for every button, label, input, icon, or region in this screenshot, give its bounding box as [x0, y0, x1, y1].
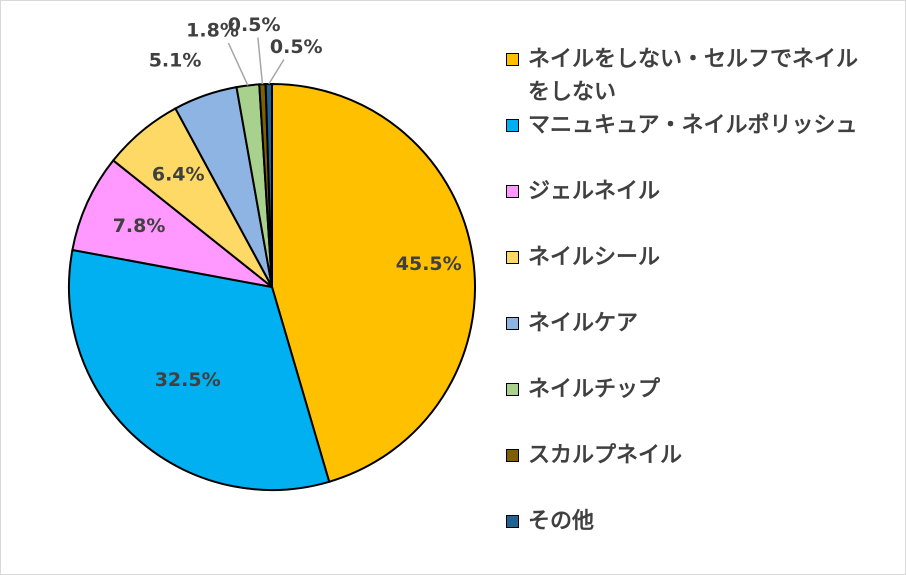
- legend: ネイルをしない・セルフでネイルをしないマニュキュア・ネイルポリッシュ ジェルネイル…: [506, 39, 886, 567]
- data-label-1: 32.5%: [155, 369, 221, 391]
- legend-item-6: スカルプネイル: [506, 435, 886, 501]
- data-label-4: 5.1%: [149, 49, 202, 71]
- legend-item-4: ネイルケア: [506, 303, 886, 369]
- legend-label-2: ジェルネイル: [528, 179, 661, 204]
- data-label-5: 1.8%: [186, 20, 239, 42]
- leader-line-7: [268, 59, 285, 85]
- legend-swatch-5: [506, 383, 519, 396]
- legend-label-7: その他: [528, 509, 595, 534]
- legend-swatch-1: [506, 119, 519, 132]
- legend-label-5: ネイルチップ: [528, 377, 661, 402]
- legend-item-5: ネイルチップ: [506, 369, 886, 435]
- data-label-6: 0.5%: [228, 14, 281, 36]
- data-labels: 45.5%32.5%7.8%6.4%5.1%1.8%0.5%0.5%: [113, 14, 462, 391]
- legend-label-1: マニュキュア・ネイルポリッシュ: [528, 113, 858, 138]
- pie-slice-1: [68, 248, 331, 491]
- leader-line-5: [227, 42, 249, 86]
- legend-label-4: ネイルケア: [528, 311, 639, 336]
- legend-swatch-7: [506, 515, 519, 528]
- legend-item-2: ジェルネイル: [506, 171, 886, 237]
- legend-swatch-3: [506, 251, 519, 264]
- pie-slices: [68, 82, 476, 491]
- legend-item-3: ネイルシール: [506, 237, 886, 303]
- legend-label-3: ネイルシール: [528, 245, 661, 270]
- legend-swatch-4: [506, 317, 519, 330]
- legend-label-6: スカルプネイル: [528, 443, 683, 468]
- data-label-7: 0.5%: [270, 36, 323, 58]
- legend-item-7: その他: [506, 501, 886, 567]
- legend-item-0: ネイルをしない・セルフでネイルをしない: [506, 39, 886, 105]
- legend-item-1: マニュキュア・ネイルポリッシュ: [506, 105, 886, 171]
- data-label-2: 7.8%: [113, 215, 166, 237]
- legend-label-0: ネイルをしない・セルフでネイルをしない: [528, 47, 859, 105]
- legend-swatch-6: [506, 449, 519, 462]
- leader-lines: [227, 37, 285, 86]
- leader-line-6: [257, 37, 264, 85]
- pie-slice-0: [271, 82, 476, 484]
- data-label-3: 6.4%: [152, 163, 205, 185]
- data-label-0: 45.5%: [396, 253, 462, 275]
- legend-swatch-0: [506, 53, 519, 66]
- pie-slice-2: [71, 159, 273, 288]
- pie-slice-7: [264, 82, 273, 288]
- legend-swatch-2: [506, 185, 519, 198]
